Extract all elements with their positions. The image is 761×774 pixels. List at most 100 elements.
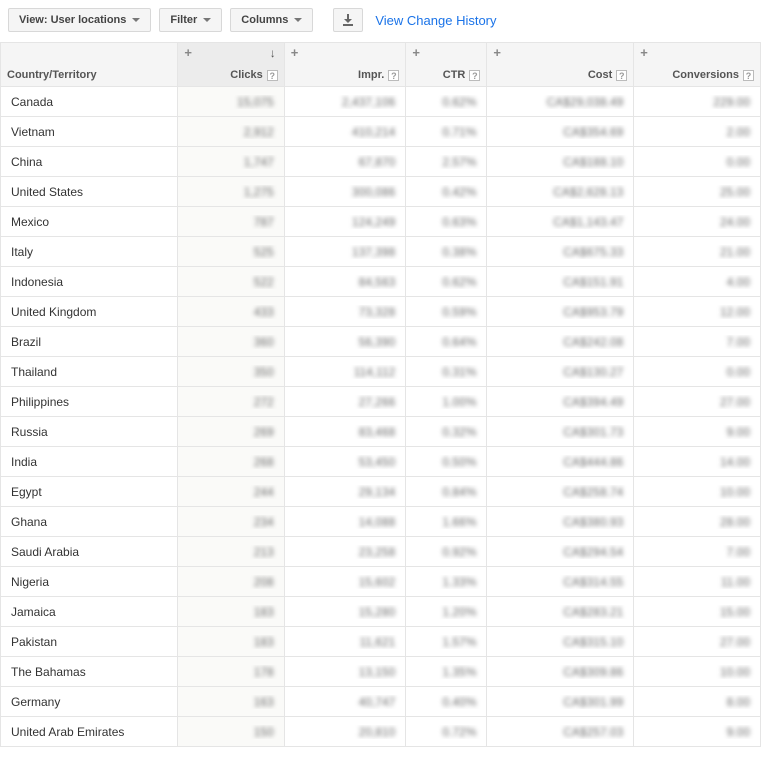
column-header-impr[interactable]: +Impr.? [284, 43, 406, 87]
add-column-icon[interactable]: + [291, 46, 299, 59]
table-row[interactable]: Egypt24429,1340.84%CA$258.7410.00 [1, 477, 761, 507]
cell-country: India [1, 455, 177, 469]
help-icon[interactable]: ? [267, 70, 278, 81]
cell-clicks: 268 [178, 455, 283, 469]
table-row[interactable]: The Bahamas17813,1501.35%CA$309.8610.00 [1, 657, 761, 687]
table-row[interactable]: United States1,275300,0860.42%CA$2,628.1… [1, 177, 761, 207]
filter-dropdown[interactable]: Filter [159, 8, 222, 32]
cell-country: Philippines [1, 395, 177, 409]
table-row[interactable]: Nigeria20815,6021.33%CA$314.5511.00 [1, 567, 761, 597]
cell-country: Nigeria [1, 575, 177, 589]
add-column-icon[interactable]: + [412, 46, 420, 59]
table-row[interactable]: Vietnam2,912410,2140.71%CA$354.692.00 [1, 117, 761, 147]
cell-ctr: 0.64% [406, 335, 486, 349]
cell-conv: 10.00 [634, 665, 760, 679]
cell-ctr: 0.40% [406, 695, 486, 709]
cell-cost: CA$301.99 [487, 695, 633, 709]
view-dropdown[interactable]: View: User locations [8, 8, 151, 32]
cell-cost: CA$283.21 [487, 605, 633, 619]
caret-down-icon [203, 18, 211, 22]
cell-conv: 7.00 [634, 545, 760, 559]
add-column-icon[interactable]: + [493, 46, 501, 59]
cell-conv: 9.00 [634, 725, 760, 739]
cell-clicks: 208 [178, 575, 283, 589]
columns-dropdown[interactable]: Columns [230, 8, 313, 32]
table-row[interactable]: United Kingdom43373,3280.59%CA$953.7912.… [1, 297, 761, 327]
table-row[interactable]: Germany16340,7470.40%CA$301.998.00 [1, 687, 761, 717]
cell-impr: 14,088 [285, 515, 406, 529]
cell-cost: CA$354.69 [487, 125, 633, 139]
table-row[interactable]: United Arab Emirates15020,8100.72%CA$257… [1, 717, 761, 747]
table-row[interactable]: Jamaica18315,2801.20%CA$283.2115.00 [1, 597, 761, 627]
download-button[interactable] [333, 8, 363, 32]
cell-ctr: 0.84% [406, 485, 486, 499]
cell-ctr: 0.72% [406, 725, 486, 739]
column-label: CTR [443, 69, 466, 81]
cell-clicks: 1,275 [178, 185, 283, 199]
cell-impr: 83,468 [285, 425, 406, 439]
table-row[interactable]: Russia26983,4680.32%CA$301.739.00 [1, 417, 761, 447]
cell-country: United States [1, 185, 177, 199]
cell-impr: 137,398 [285, 245, 406, 259]
sort-desc-icon: ↓ [270, 46, 276, 60]
column-header-country[interactable]: Country/Territory [1, 43, 178, 87]
table-row[interactable]: India26853,4500.50%CA$444.8614.00 [1, 447, 761, 477]
table-row[interactable]: Brazil36056,3900.64%CA$242.087.00 [1, 327, 761, 357]
columns-dropdown-label: Columns [241, 14, 288, 26]
table-row[interactable]: Italy525137,3980.38%CA$675.3321.00 [1, 237, 761, 267]
table-row[interactable]: Indonesia52284,5630.62%CA$151.914.00 [1, 267, 761, 297]
table-row[interactable]: Ghana23414,0881.66%CA$380.9328.00 [1, 507, 761, 537]
cell-impr: 410,214 [285, 125, 406, 139]
table-row[interactable]: Pakistan18311,6211.57%CA$315.1027.00 [1, 627, 761, 657]
table-row[interactable]: Saudi Arabia21323,2580.92%CA$294.547.00 [1, 537, 761, 567]
cell-clicks: 522 [178, 275, 283, 289]
add-column-icon[interactable]: + [640, 46, 648, 59]
cell-ctr: 0.38% [406, 245, 486, 259]
cell-impr: 11,621 [285, 635, 406, 649]
cell-clicks: 213 [178, 545, 283, 559]
cell-country: Thailand [1, 365, 177, 379]
add-column-icon[interactable]: + [184, 46, 192, 59]
table-row[interactable]: Philippines27227,2661.00%CA$394.4927.00 [1, 387, 761, 417]
cell-country: Indonesia [1, 275, 177, 289]
cell-country: Egypt [1, 485, 177, 499]
cell-conv: 14.00 [634, 455, 760, 469]
table-row[interactable]: Mexico787124,2490.63%CA$1,143.4724.00 [1, 207, 761, 237]
cell-impr: 23,258 [285, 545, 406, 559]
cell-clicks: 787 [178, 215, 283, 229]
toolbar: View: User locations Filter Columns View… [0, 0, 761, 42]
table-row[interactable]: Canada15,0752,437,1060.62%CA$29,038.4922… [1, 87, 761, 117]
help-icon[interactable]: ? [616, 70, 627, 81]
cell-cost: CA$188.10 [487, 155, 633, 169]
cell-clicks: 433 [178, 305, 283, 319]
help-icon[interactable]: ? [388, 70, 399, 81]
cell-cost: CA$953.79 [487, 305, 633, 319]
cell-conv: 229.00 [634, 95, 760, 109]
cell-ctr: 1.00% [406, 395, 486, 409]
column-header-cost[interactable]: +Cost? [487, 43, 634, 87]
table-row[interactable]: China1,74767,8702.57%CA$188.100.00 [1, 147, 761, 177]
cell-ctr: 1.20% [406, 605, 486, 619]
cell-ctr: 0.92% [406, 545, 486, 559]
cell-country: United Kingdom [1, 305, 177, 319]
cell-cost: CA$315.10 [487, 635, 633, 649]
cell-ctr: 1.57% [406, 635, 486, 649]
locations-table: Country/Territory+↓Clicks?+Impr.?+CTR?+C… [0, 42, 761, 747]
cell-conv: 4.00 [634, 275, 760, 289]
cell-impr: 27,266 [285, 395, 406, 409]
cell-country: Germany [1, 695, 177, 709]
cell-cost: CA$294.54 [487, 545, 633, 559]
view-change-history-link[interactable]: View Change History [375, 13, 496, 28]
caret-down-icon [132, 18, 140, 22]
help-icon[interactable]: ? [743, 70, 754, 81]
column-header-clicks[interactable]: +↓Clicks? [178, 43, 284, 87]
column-header-ctr[interactable]: + CTR? [406, 43, 487, 87]
table-row[interactable]: Thailand350114,1120.31%CA$130.270.00 [1, 357, 761, 387]
cell-ctr: 0.63% [406, 215, 486, 229]
cell-clicks: 360 [178, 335, 283, 349]
column-header-conv[interactable]: +Conversions? [634, 43, 761, 87]
cell-cost: CA$380.93 [487, 515, 633, 529]
help-icon[interactable]: ? [469, 70, 480, 81]
cell-clicks: 269 [178, 425, 283, 439]
cell-conv: 28.00 [634, 515, 760, 529]
